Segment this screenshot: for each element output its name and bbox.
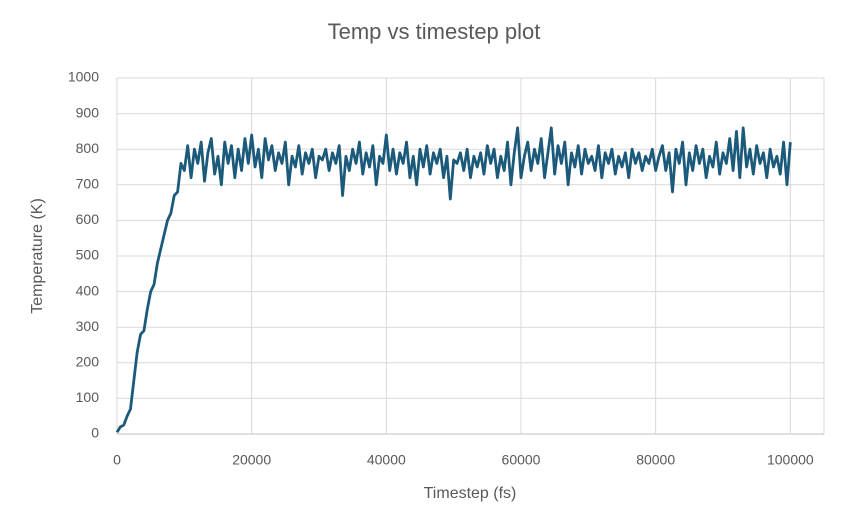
y-tick-label: 800	[76, 140, 100, 156]
y-tick-label: 200	[76, 354, 100, 370]
x-tick-label: 20000	[232, 452, 271, 468]
x-tick-label: 80000	[636, 452, 675, 468]
x-tick-label: 60000	[502, 452, 541, 468]
y-axis-title: Temperature (K)	[29, 198, 46, 314]
y-tick-label: 700	[76, 176, 100, 192]
y-tick-label: 100	[76, 389, 100, 405]
y-tick-label: 600	[76, 211, 100, 227]
y-tick-label: 500	[76, 247, 100, 263]
y-tick-label: 900	[76, 104, 100, 120]
y-tick-label: 300	[76, 318, 100, 334]
y-tick-label: 400	[76, 282, 100, 298]
x-tick-label: 100000	[767, 452, 814, 468]
x-tick-label: 0	[113, 452, 121, 468]
y-tick-label: 1000	[68, 69, 99, 85]
y-tick-label: 0	[91, 425, 99, 441]
x-tick-label: 40000	[367, 452, 406, 468]
x-axis-title: Timestep (fs)	[424, 485, 517, 502]
chart-title: Temp vs timestep plot	[328, 19, 541, 44]
data-line	[115, 126, 792, 433]
